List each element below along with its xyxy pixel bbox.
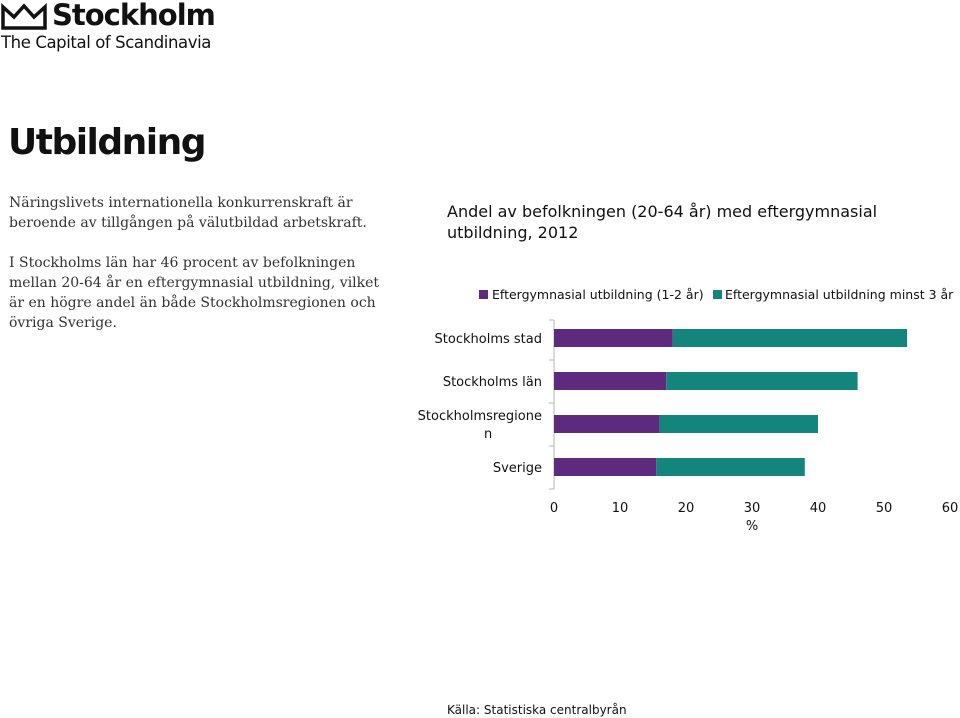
x-tick-label-0: 0 — [550, 501, 558, 516]
brand-tagline: The Capital of Scandinavia — [1, 33, 211, 52]
bar-long-education-2 — [659, 415, 818, 433]
x-tick-label-4: 40 — [810, 501, 827, 516]
chart-title-line-1: Andel av befolkningen (20-64 år) med eft… — [447, 202, 877, 221]
plot-area: Stockholms stad Stockholms län Stockholmsr… — [418, 319, 959, 516]
category-label-1: Stockholms län — [443, 375, 542, 390]
bar-short-education-1 — [554, 372, 667, 390]
x-axis-label: % — [746, 519, 758, 534]
chart-title-line-2: utbildning, 2012 — [447, 223, 578, 242]
bar-long-education-1 — [666, 372, 858, 390]
category-label-2: Stockholmsregione — [418, 409, 542, 424]
category-label-2-wrap: n — [484, 427, 492, 442]
bar-short-education-3 — [554, 458, 657, 476]
x-tick-label-1: 10 — [612, 501, 629, 516]
bar-short-education-2 — [554, 415, 660, 433]
legend-swatch-short-education — [479, 290, 488, 299]
x-tick-label-3: 30 — [744, 501, 761, 516]
legend-swatch-long-education — [713, 290, 722, 299]
category-label-3: Sverige — [493, 461, 542, 476]
bar-short-education-0 — [554, 329, 673, 347]
page-heading: Utbildning — [8, 122, 207, 163]
summary-paragraph: I Stockholms län har 46 procent av befol… — [9, 255, 380, 331]
bar-long-education-0 — [672, 329, 908, 347]
chart-source: Källa: Statistiska centralbyrån — [447, 703, 627, 717]
stockholm-logo: Stockholm The Capital of Scandinavia — [0, 0, 230, 60]
brand-name: Stockholm — [52, 0, 216, 32]
x-tick-label-6: 60 — [942, 501, 959, 516]
crown-icon — [1, 3, 47, 30]
category-label-0: Stockholms stad — [435, 332, 542, 347]
legend-label-long-education: Eftergymnasial utbildning minst 3 år — [725, 287, 954, 302]
intro-paragraph: Näringslivets internationella konkurrens… — [9, 195, 367, 231]
bar-long-education-3 — [656, 458, 805, 476]
x-tick-label-2: 20 — [678, 501, 695, 516]
x-tick-label-5: 50 — [876, 501, 893, 516]
legend-label-short-education: Eftergymnasial utbildning (1-2 år) — [492, 287, 704, 302]
